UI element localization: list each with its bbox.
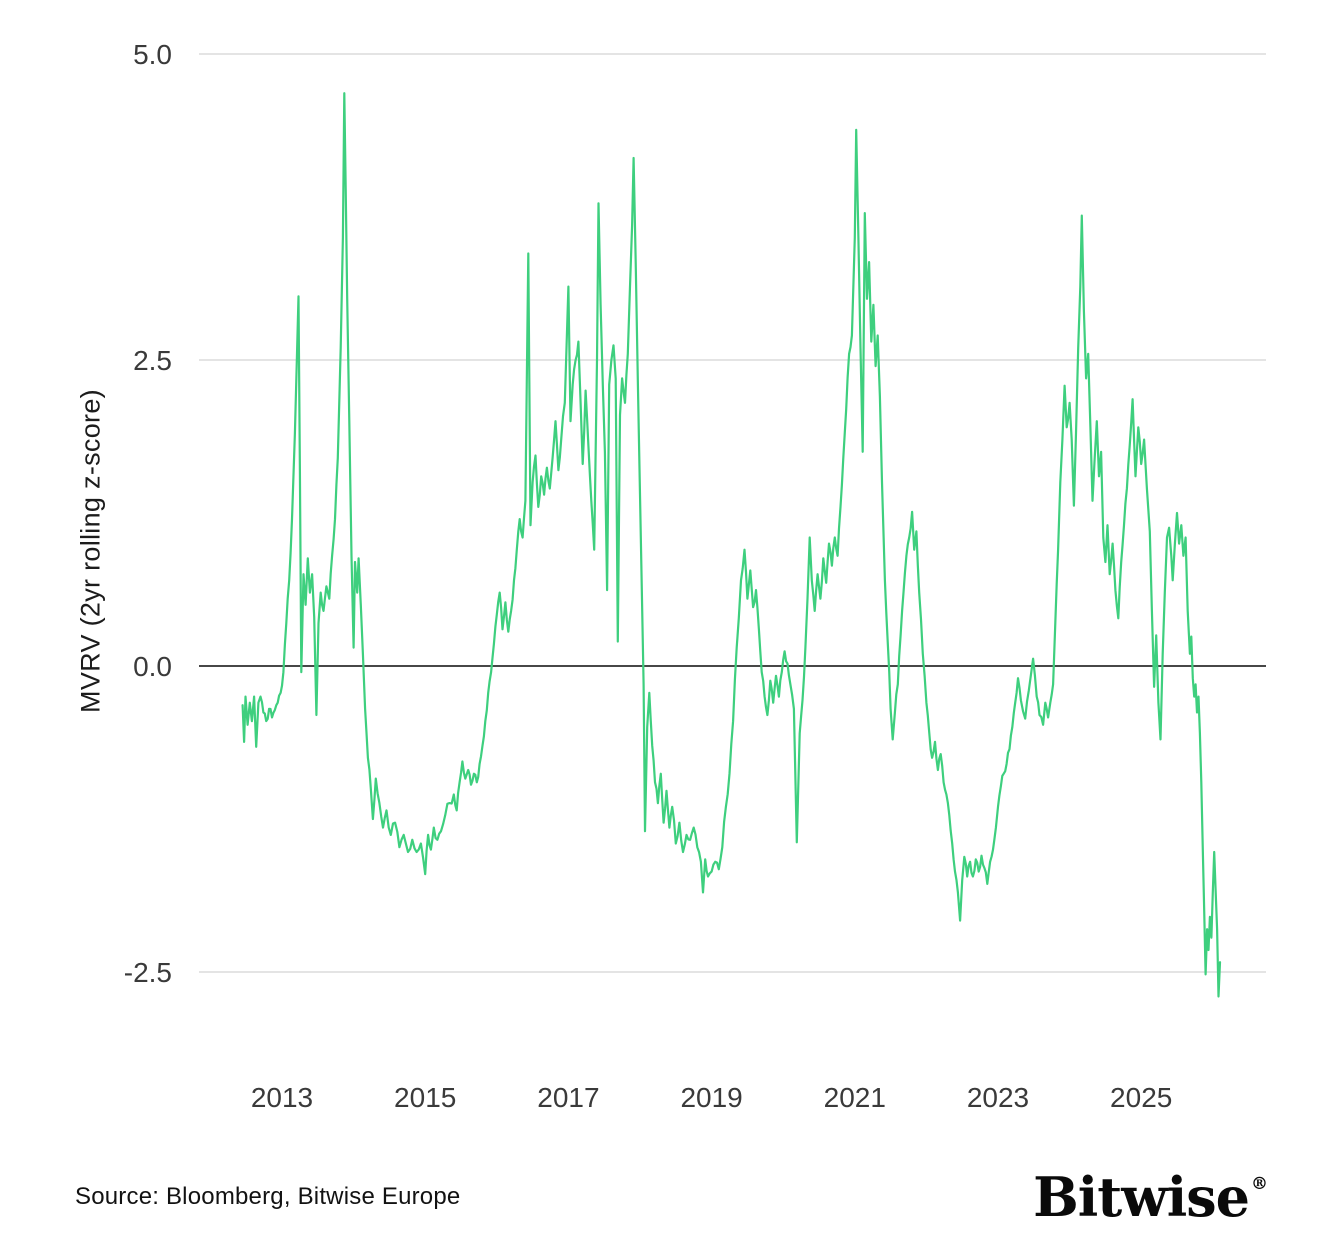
mvrv-series-line xyxy=(241,92,1222,998)
y-tick-label: -2.5 xyxy=(124,957,172,988)
y-tick-label: 0.0 xyxy=(133,651,172,682)
y-tick-label: 2.5 xyxy=(133,345,172,376)
bitwise-logo: Bitwise ® xyxy=(1033,1170,1268,1224)
x-tick-label: 2017 xyxy=(537,1082,599,1113)
x-tick-label: 2025 xyxy=(1110,1082,1172,1113)
y-axis-title: MVRV (2yr rolling z-score) xyxy=(75,389,106,713)
x-tick-label: 2013 xyxy=(251,1082,313,1113)
x-tick-label: 2023 xyxy=(967,1082,1029,1113)
source-note: Source: Bloomberg, Bitwise Europe xyxy=(75,1183,461,1210)
x-tick-label: 2021 xyxy=(824,1082,886,1113)
x-tick-label: 2019 xyxy=(680,1082,742,1113)
bitwise-logo-text: Bitwise xyxy=(1033,1165,1250,1229)
y-tick-label: 5.0 xyxy=(133,39,172,70)
registered-trademark-icon: ® xyxy=(1251,1174,1268,1194)
x-tick-label: 2015 xyxy=(394,1082,456,1113)
